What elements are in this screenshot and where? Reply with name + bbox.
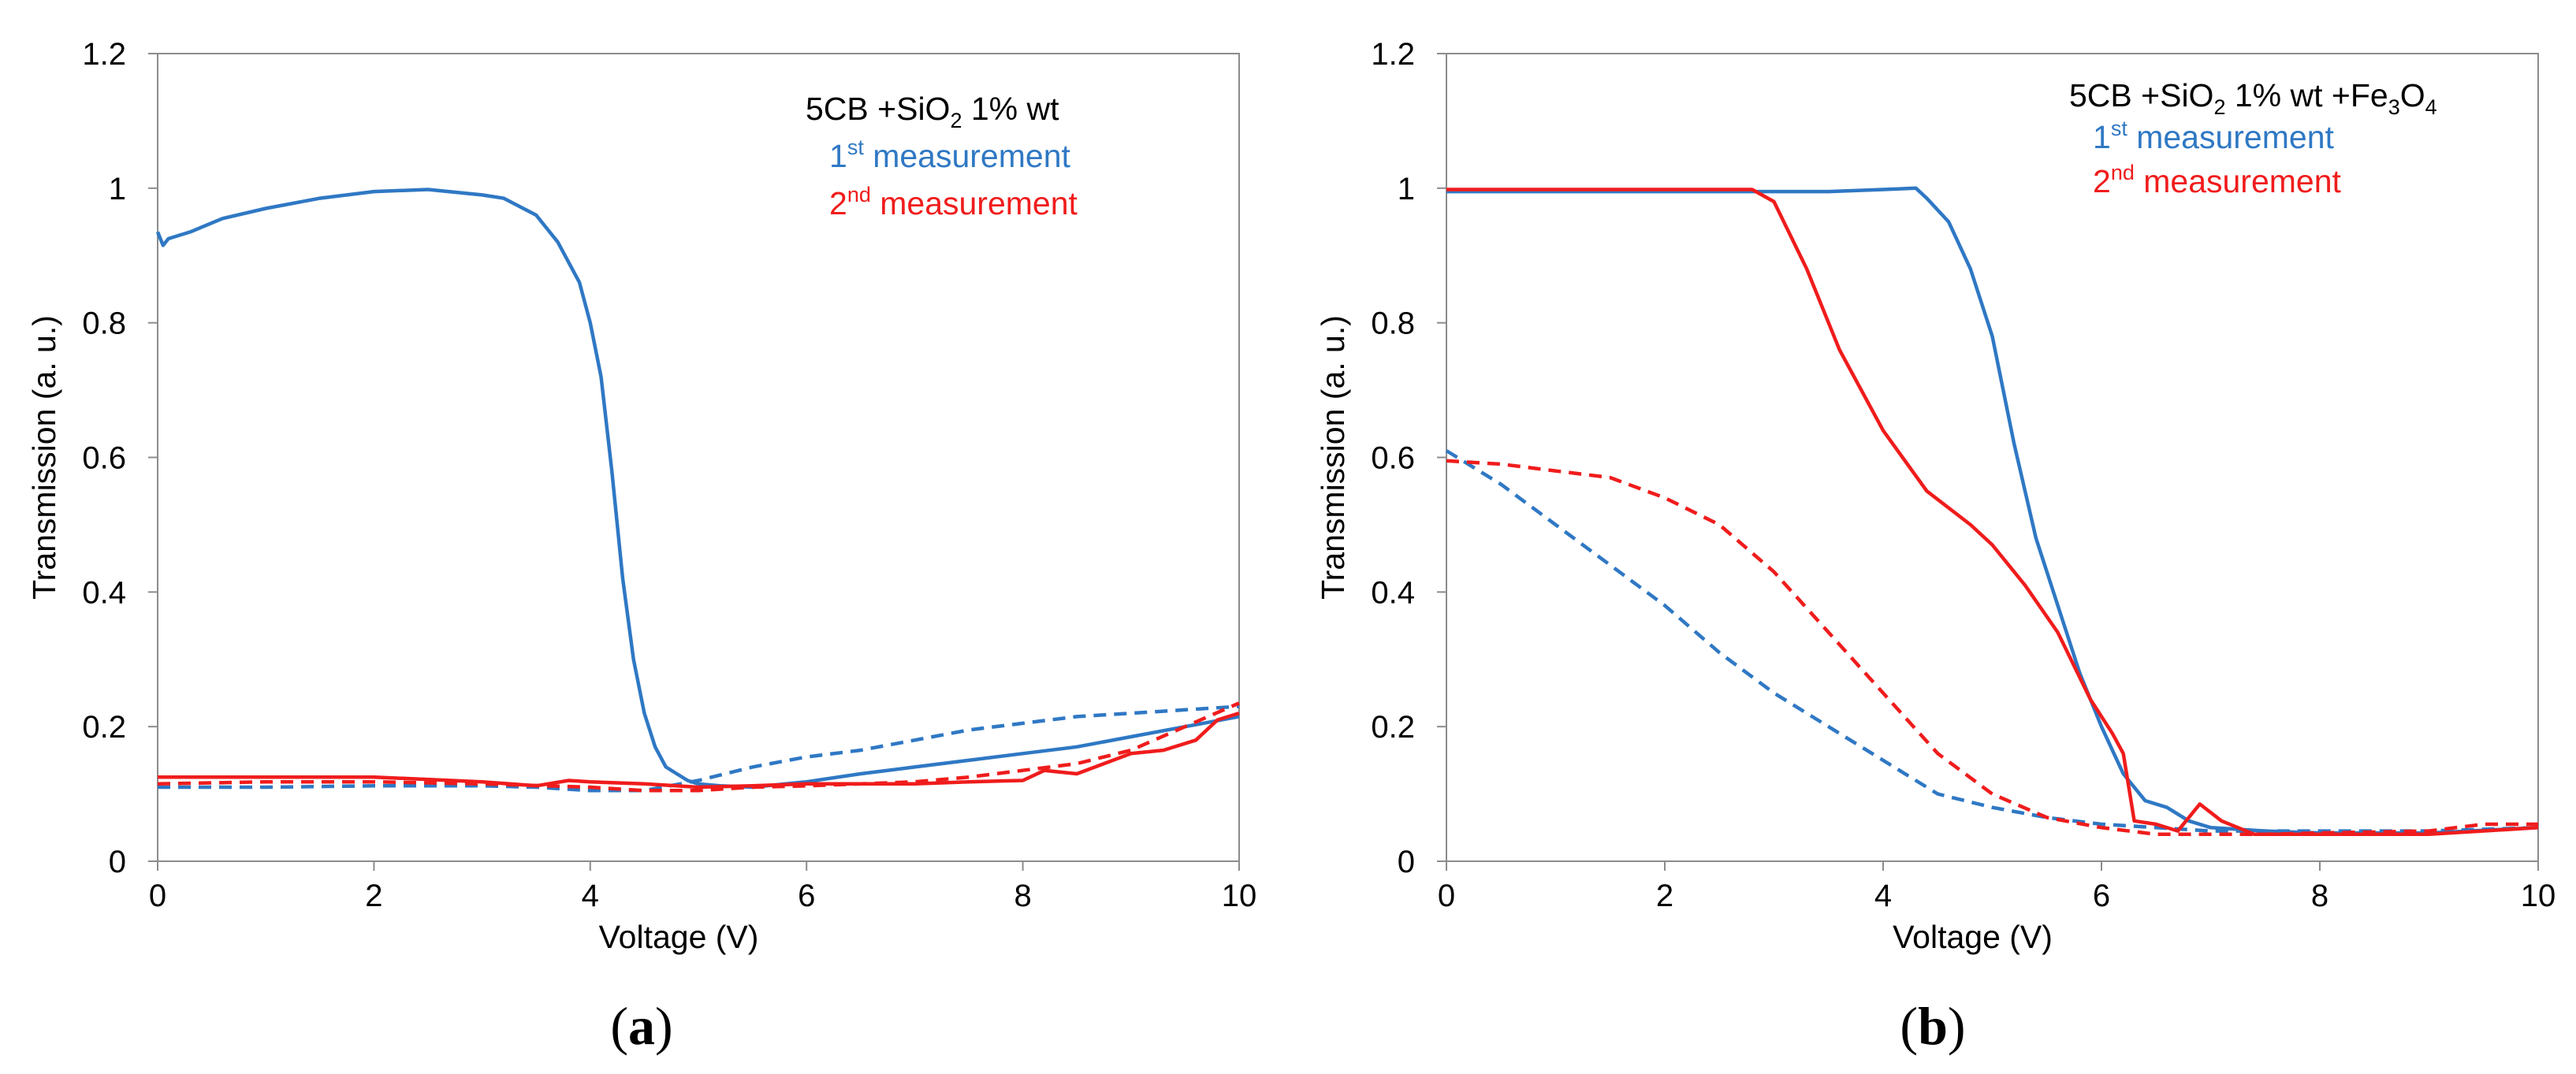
- y-tick-label: 0.2: [82, 710, 126, 745]
- legend-superscript: st: [847, 136, 865, 159]
- caption-paren: ): [655, 996, 673, 1056]
- x-tick-label: 4: [582, 879, 599, 913]
- series-line-2: [158, 704, 1240, 793]
- x-tick-label: 4: [1874, 879, 1892, 913]
- legend-entry-text: measurement: [2135, 163, 2342, 199]
- y-tick-label: 0.4: [82, 575, 126, 610]
- legend-entry-text: measurement: [864, 138, 1071, 174]
- x-tick-label: 8: [2311, 879, 2328, 913]
- legend-text: 5CB +SiO: [806, 91, 950, 127]
- legend-ordinal: 1: [829, 138, 847, 174]
- panel-caption: (b): [1900, 996, 1965, 1056]
- x-tick-label: 8: [1014, 879, 1031, 913]
- plot-frame: [1446, 53, 2539, 862]
- panel-caption: (a): [610, 996, 672, 1056]
- legend-text: 1% wt +Fe: [2225, 77, 2388, 113]
- y-tick-label: 1.2: [1371, 37, 1415, 72]
- plot-frame: [157, 53, 1240, 862]
- series-line-1: [155, 188, 1240, 790]
- legend-text: 5CB +SiO: [2069, 77, 2213, 113]
- series-line-1: [1446, 186, 2539, 835]
- caption-paren: ): [1948, 996, 1966, 1056]
- legend-text: O: [2400, 77, 2425, 113]
- series-line-2: [1445, 449, 2539, 833]
- series-line-4: [1446, 459, 2538, 837]
- x-tick-label: 2: [1656, 879, 1673, 913]
- x-tick-label: 10: [2521, 879, 2556, 913]
- x-tick-label: 6: [798, 879, 815, 913]
- legend-ordinal: 1: [2093, 119, 2111, 155]
- x-tick-label: 0: [1438, 879, 1455, 913]
- y-tick-label: 1: [1398, 172, 1415, 206]
- y-tick-label: 0: [109, 845, 126, 879]
- chart-panel-a: 0 0.2 0.4 0.6 0.8 1 1.2 0 2 4 6 8 10 Voltage (V) Trans…: [26, 37, 1256, 1056]
- x-tick-label: 2: [365, 879, 382, 913]
- y-tick-label: 1: [109, 172, 126, 206]
- legend-entry-2: 2nd measurement: [2093, 161, 2342, 199]
- legend-entry-text: measurement: [871, 185, 1078, 221]
- y-tick-label: 0.2: [1371, 710, 1415, 745]
- y-axis-label: Transmission (a. u.): [26, 315, 62, 600]
- caption-paren: (: [610, 996, 628, 1056]
- legend-superscript: st: [2111, 117, 2128, 140]
- y-tick-label: 0: [1398, 845, 1415, 879]
- x-axis-label: Voltage (V): [1893, 919, 2053, 955]
- series-line-3: [1446, 188, 2539, 837]
- legend-text: 1% wt: [962, 91, 1059, 127]
- y-tick-label: 0.8: [82, 307, 126, 341]
- caption-paren: (: [1900, 996, 1918, 1056]
- legend-entry-1: 1st measurement: [829, 136, 1070, 174]
- legend-ordinal: 2: [2093, 163, 2111, 199]
- series-line-4: [157, 701, 1240, 793]
- legend-subscript: 2: [2213, 95, 2225, 119]
- series-line-3: [158, 711, 1240, 790]
- legend-title: 5CB +SiO2 1% wt: [806, 91, 1059, 132]
- legend-ordinal: 2: [829, 185, 847, 221]
- legend-subscript: 4: [2425, 95, 2437, 119]
- caption-letter: a: [628, 996, 655, 1056]
- y-tick-label: 0.6: [1371, 441, 1415, 476]
- legend-title: 5CB +SiO2 1% wt +Fe3O4: [2069, 77, 2437, 119]
- y-tick-label: 0.4: [1371, 575, 1415, 610]
- y-axis-label: Transmission (a. u.): [1315, 315, 1351, 600]
- x-axis-label: Voltage (V): [599, 919, 759, 955]
- x-tick-label: 6: [2093, 879, 2110, 913]
- x-tick-label: 0: [149, 879, 166, 913]
- legend-subscript: 3: [2388, 95, 2400, 119]
- chart-panel-b: 0 0.2 0.4 0.6 0.8 1 1.2 0 2 4 6 8 10 Voltage (V) Trans…: [1315, 37, 2556, 1056]
- y-tick-label: 1.2: [82, 37, 126, 72]
- caption-letter: b: [1918, 996, 1948, 1056]
- legend-entry-2: 2nd measurement: [829, 183, 1078, 221]
- legend-subscript: 2: [950, 109, 962, 132]
- legend-entry-text: measurement: [2127, 119, 2335, 155]
- legend-superscript: nd: [847, 183, 871, 206]
- y-tick-label: 0.8: [1371, 307, 1415, 341]
- legend-entry-1: 1st measurement: [2093, 117, 2334, 155]
- y-tick-label: 0.6: [82, 441, 126, 476]
- legend-superscript: nd: [2111, 161, 2135, 184]
- x-tick-label: 10: [1222, 879, 1257, 913]
